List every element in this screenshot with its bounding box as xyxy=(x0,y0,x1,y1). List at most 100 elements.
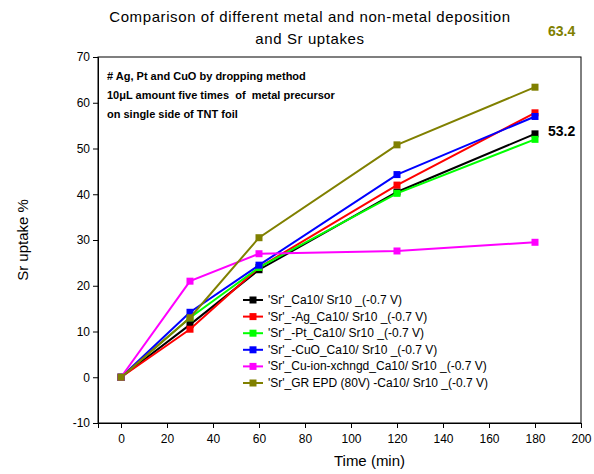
y-tick: 70 xyxy=(77,50,98,64)
series xyxy=(118,113,539,381)
point xyxy=(187,278,194,285)
y-tick: 30 xyxy=(77,233,98,247)
chart: Comparison of different metal and non-me… xyxy=(0,0,594,474)
point xyxy=(118,374,125,381)
x-tick: 200 xyxy=(571,423,591,446)
y-axis-line xyxy=(93,58,99,424)
legend-marker xyxy=(250,297,257,304)
x-tick-label: 180 xyxy=(525,432,545,446)
note: # Ag, Pt and CuO by dropping method 10μL … xyxy=(107,70,336,120)
x-tick: 100 xyxy=(341,423,361,446)
legend-marker xyxy=(250,346,257,353)
y-tick-mark xyxy=(93,332,98,333)
note-line: on single side of TNT foil xyxy=(107,108,238,120)
y-tick: 10 xyxy=(77,325,98,339)
point xyxy=(118,374,125,381)
title-line: and Sr uptakes xyxy=(255,30,364,47)
series xyxy=(118,84,539,381)
legend-marker xyxy=(250,330,257,337)
point xyxy=(256,234,263,241)
x-tick: 40 xyxy=(207,423,221,446)
annotation: 53.2 xyxy=(548,123,575,139)
x-tick-label: 20 xyxy=(161,432,175,446)
point xyxy=(532,239,539,246)
x-tick-mark xyxy=(213,423,214,428)
legend: 'Sr'_Ca10/ Sr10 _(-0.7 V) 'Sr'_-Ag_Ca10/ … xyxy=(243,293,488,390)
x-tick-label: 140 xyxy=(433,432,453,446)
y-tick: -10 xyxy=(73,416,98,430)
point xyxy=(118,374,125,381)
point xyxy=(394,141,401,148)
series-line xyxy=(121,139,535,377)
y-axis: -10 0 10 20 30 40 50 60 70 xyxy=(73,50,99,430)
y-axis-title: Sr uptake % xyxy=(14,199,31,281)
x-tick-mark xyxy=(121,423,122,428)
x-tick: 180 xyxy=(525,423,545,446)
y-tick-label: 50 xyxy=(77,142,91,156)
y-tick-mark xyxy=(93,149,98,150)
y-tick-mark xyxy=(93,103,98,104)
point xyxy=(118,374,125,381)
x-tick-label: 80 xyxy=(299,432,313,446)
legend-item: 'Sr'_-CuO_Ca10/ Sr10 _(-0.7 V) xyxy=(243,343,437,357)
point xyxy=(256,250,263,257)
note-line: 10μL amount five times of metal precurso… xyxy=(107,89,336,101)
x-tick: 80 xyxy=(299,423,313,446)
y-tick-mark xyxy=(93,423,98,424)
point xyxy=(394,171,401,178)
legend-label: 'Sr'_Ca10/ Sr10 _(-0.7 V) xyxy=(268,293,402,307)
y-tick-mark xyxy=(93,286,98,287)
y-tick-label: 70 xyxy=(77,50,91,64)
y-tick: 0 xyxy=(83,371,98,385)
note-line: # Ag, Pt and CuO by dropping method xyxy=(107,70,306,82)
point xyxy=(532,84,539,91)
x-tick-mark xyxy=(259,423,260,428)
x-tick-mark xyxy=(397,423,398,428)
series-line xyxy=(121,134,535,377)
legend-marker xyxy=(250,363,257,370)
x-tick-mark xyxy=(351,423,352,428)
point xyxy=(118,374,125,381)
title-line: Comparison of different metal and non-me… xyxy=(109,8,511,25)
legend-label: 'Sr'_-Pt_Ca10/ Sr10 _(-0.7 V) xyxy=(268,326,424,340)
legend-label: 'Sr'_GR EPD (80V) -Ca10/ Sr10 _(-0.7 V) xyxy=(268,376,488,390)
series xyxy=(118,109,539,380)
y-tick: 50 xyxy=(77,142,98,156)
legend-item: 'Sr'_GR EPD (80V) -Ca10/ Sr10 _(-0.7 V) xyxy=(243,376,488,390)
y-tick: 40 xyxy=(77,188,98,202)
x-tick-label: 100 xyxy=(341,432,361,446)
x-tick: 0 xyxy=(118,423,125,446)
x-tick-mark xyxy=(167,423,168,428)
legend-marker xyxy=(250,313,257,320)
y-tick: 60 xyxy=(77,96,98,110)
y-tick-mark xyxy=(93,240,98,241)
y-tick: 20 xyxy=(77,279,98,293)
y-tick-label: 20 xyxy=(77,279,91,293)
point xyxy=(394,182,401,189)
title: Comparison of different metal and non-me… xyxy=(109,8,511,47)
point xyxy=(118,374,125,381)
x-tick-mark xyxy=(443,423,444,428)
x-tick-mark xyxy=(581,423,582,428)
x-tick-label: 160 xyxy=(479,432,499,446)
series-line xyxy=(121,242,535,377)
series xyxy=(118,136,539,381)
x-tick-mark xyxy=(489,423,490,428)
x-tick: 60 xyxy=(253,423,267,446)
legend-item: 'Sr'_Cu-ion-xchngd_Ca10/ Sr10 _(-0.7 V) xyxy=(243,359,487,373)
legend-label: 'Sr'_-Ag_Ca10/ Sr10 _(-0.7 V) xyxy=(268,310,427,324)
annotation: 63.4 xyxy=(548,23,575,39)
point xyxy=(532,136,539,143)
x-tick: 120 xyxy=(387,423,407,446)
point xyxy=(394,190,401,197)
y-tick-label: 10 xyxy=(77,325,91,339)
x-tick-mark xyxy=(535,423,536,428)
series-line xyxy=(121,87,535,377)
x-tick: 20 xyxy=(161,423,175,446)
x-tick-label: 0 xyxy=(118,432,125,446)
y-tick-mark xyxy=(93,57,98,58)
legend-marker xyxy=(250,380,257,387)
y-tick-label: 60 xyxy=(77,96,91,110)
point xyxy=(256,262,263,269)
point xyxy=(187,314,194,321)
